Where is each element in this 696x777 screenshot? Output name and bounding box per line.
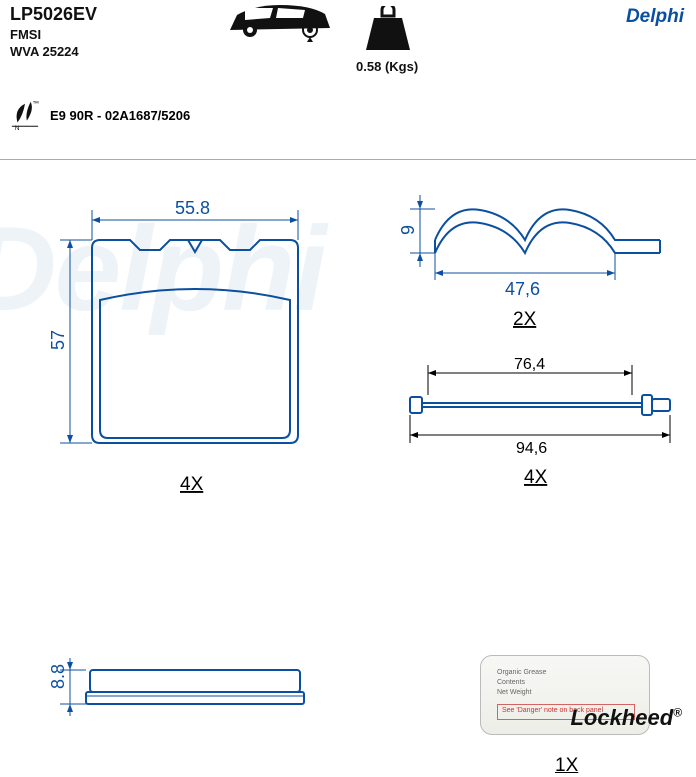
weight-icon [360,6,416,54]
svg-text:™: ™ [33,101,40,108]
weight-block: 0.58 (Kgs) [360,6,418,74]
car-rear-axle-icon [225,0,335,47]
part-number: LP5026EV [10,4,210,25]
registered-mark: ® [673,706,682,720]
wva-label: WVA 25224 [10,44,210,59]
brand-logo: Delphi [626,6,684,28]
clip-qty: 2X [513,309,537,330]
leaf-icon: N ™ [10,100,40,130]
pad-width-dim: 55.8 [175,198,210,218]
pin-drawing: 76,4 94,6 4X [390,355,690,505]
fmsi-label: FMSI [10,27,210,42]
brake-pad-front-drawing: 55.8 57 4X [30,180,350,510]
grease-line-1: Contents [497,679,525,686]
drawing-area: Delphi 55.8 57 4X 8.8 [0,160,696,739]
pin-outer-dim: 94,6 [516,440,547,457]
pin-qty: 4X [524,467,548,488]
certification-row: N ™ E9 90R - 02A1687/5206 [10,100,190,130]
pad-qty: 4X [180,474,204,495]
brake-pad-side-drawing: 8.8 [40,650,340,730]
clip-width-dim: 47,6 [505,279,540,299]
clip-height-dim: 9 [398,225,418,235]
weight-label: 0.58 (Kgs) [356,59,418,74]
header: LP5026EV FMSI WVA 25224 0.58 (Kgs) Delph… [0,0,696,160]
pad-height-dim: 57 [48,330,68,350]
grease-line-2: Net Weight [497,689,532,696]
lockheed-logo: Lockheed® [570,705,682,731]
grease-qty: 1X [555,755,578,777]
weight-value: 0.58 [356,59,381,74]
clip-drawing: 9 47,6 2X [390,185,680,335]
grease-title: Organic Grease [497,669,546,676]
weight-unit: (Kgs) [385,59,418,74]
pin-inner-dim: 76,4 [514,356,545,373]
svg-text:N: N [15,125,20,130]
certification-text: E9 90R - 02A1687/5206 [50,108,190,123]
part-info: LP5026EV FMSI WVA 25224 [10,4,210,59]
pad-thickness-dim: 8.8 [48,664,68,689]
grease-label: Organic Grease Contents Net Weight [497,668,546,698]
lockheed-text: Lockheed [570,705,673,730]
